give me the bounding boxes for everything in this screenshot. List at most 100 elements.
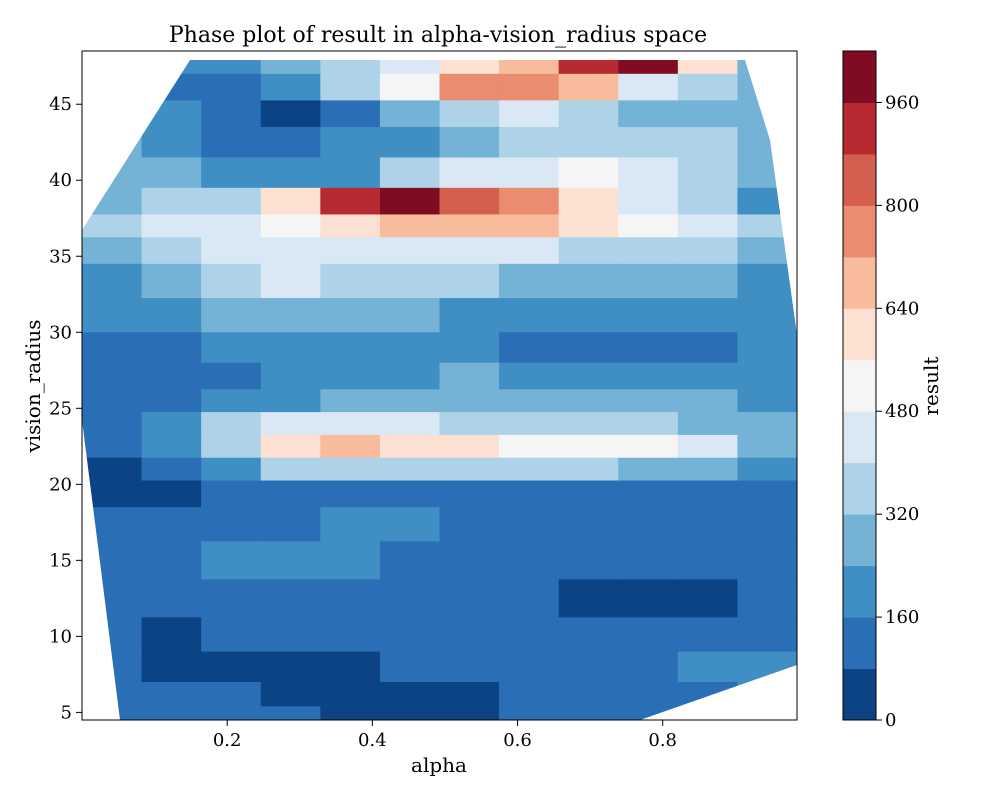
contour-cell	[499, 100, 560, 128]
contour-cell	[677, 681, 739, 707]
chart-title: Phase plot of result in alpha-vision_rad…	[169, 23, 707, 48]
contour-cell	[201, 412, 262, 436]
contour-cell	[558, 412, 619, 436]
contour-cell	[558, 389, 619, 413]
x-tick-label: 0.2	[213, 730, 242, 751]
contour-cell	[558, 651, 619, 683]
contour-cell	[558, 681, 619, 707]
contour-cell	[737, 681, 797, 707]
colorbar-frame	[842, 50, 877, 721]
contour-cell	[260, 480, 321, 508]
contour-cell	[677, 507, 739, 542]
y-tick-label: 5	[61, 702, 72, 723]
contour-cell	[260, 507, 321, 542]
y-axis-label: vision_radius	[21, 319, 45, 453]
contour-cell	[141, 434, 202, 459]
contour-cell	[141, 214, 202, 238]
contour-cell	[677, 457, 739, 482]
contour-cell	[439, 237, 500, 265]
contour-cell	[260, 73, 321, 102]
contour-cell	[499, 706, 560, 720]
contour-cell	[737, 100, 797, 128]
contour-cell	[439, 298, 500, 333]
contour-cell	[320, 157, 381, 189]
contour-cell	[141, 541, 202, 580]
contour-cell	[618, 651, 679, 683]
contour-cell	[82, 263, 143, 299]
contour-cell	[260, 457, 321, 482]
contour-cell	[260, 60, 321, 75]
contour-cell	[320, 298, 381, 333]
contour-cell	[499, 263, 560, 299]
contour-cell	[737, 237, 797, 265]
contour-cell	[558, 127, 619, 159]
contour-cell	[82, 434, 143, 459]
colorbar-segment	[843, 256, 876, 309]
colorbar: 0 160 320 480 640 800 960	[842, 50, 919, 731]
contour-cell	[677, 579, 739, 618]
contour-cell	[320, 73, 381, 102]
contour-cell	[320, 60, 381, 75]
contour-cell	[618, 157, 679, 189]
contour-cell	[201, 187, 262, 216]
contour-cell	[82, 507, 143, 542]
contour-cell	[499, 73, 560, 102]
contour-cell	[499, 651, 560, 683]
contour-cell	[320, 389, 381, 413]
contour-cell	[141, 706, 202, 720]
contour-cell	[82, 187, 143, 216]
contour-cell	[499, 541, 560, 580]
contour-cell	[379, 706, 441, 720]
colorbar-segment	[843, 205, 876, 258]
contour-cell	[737, 263, 797, 299]
contour-cell	[320, 100, 381, 128]
contour-cell	[558, 263, 619, 299]
contour-cell	[82, 651, 143, 683]
y-tick-label: 25	[49, 398, 72, 419]
contour-cell	[141, 157, 202, 189]
contour-cell	[558, 706, 619, 720]
contour-cell	[141, 651, 202, 683]
contour-cell	[379, 617, 441, 653]
x-axis: 0.2 0.4 0.6 0.8	[213, 720, 677, 751]
contour-cell	[260, 681, 321, 707]
contour-cell	[141, 332, 202, 364]
contour-cell	[82, 706, 143, 720]
colorbar-segment	[843, 359, 876, 412]
contour-cell	[737, 457, 797, 482]
contour-cell	[439, 389, 500, 413]
contour-cell	[201, 332, 262, 364]
contour-cell	[618, 298, 679, 333]
contour-cell	[618, 541, 679, 580]
contour-cell	[737, 541, 797, 580]
contour-cell	[379, 651, 441, 683]
contour-cell	[379, 389, 441, 413]
contour-cell	[320, 457, 381, 482]
contour-cell	[677, 541, 739, 580]
contour-cell	[439, 157, 500, 189]
contour-cell	[379, 298, 441, 333]
contour-cell	[737, 214, 797, 238]
colorbar-segment	[843, 668, 876, 721]
contour-cell	[677, 298, 739, 333]
contour-cell	[677, 100, 739, 128]
contour-cell	[677, 706, 739, 720]
contour-cell	[260, 237, 321, 265]
contour-cell	[379, 362, 441, 390]
contour-cell	[499, 362, 560, 390]
contour-cell	[618, 617, 679, 653]
contour-cell	[82, 214, 143, 238]
contour-cell	[499, 617, 560, 653]
contour-cell	[499, 187, 560, 216]
contour-cell	[201, 263, 262, 299]
x-tick-label: 0.4	[358, 730, 387, 751]
y-tick-label: 10	[49, 626, 72, 647]
y-tick-label: 45	[49, 94, 72, 115]
contour-cell	[558, 187, 619, 216]
contour-cell	[618, 332, 679, 364]
contour-cell	[201, 434, 262, 459]
contour-cell	[439, 187, 500, 216]
contour-cell	[558, 214, 619, 238]
contour-cell	[379, 507, 441, 542]
contour-cell	[82, 60, 143, 75]
